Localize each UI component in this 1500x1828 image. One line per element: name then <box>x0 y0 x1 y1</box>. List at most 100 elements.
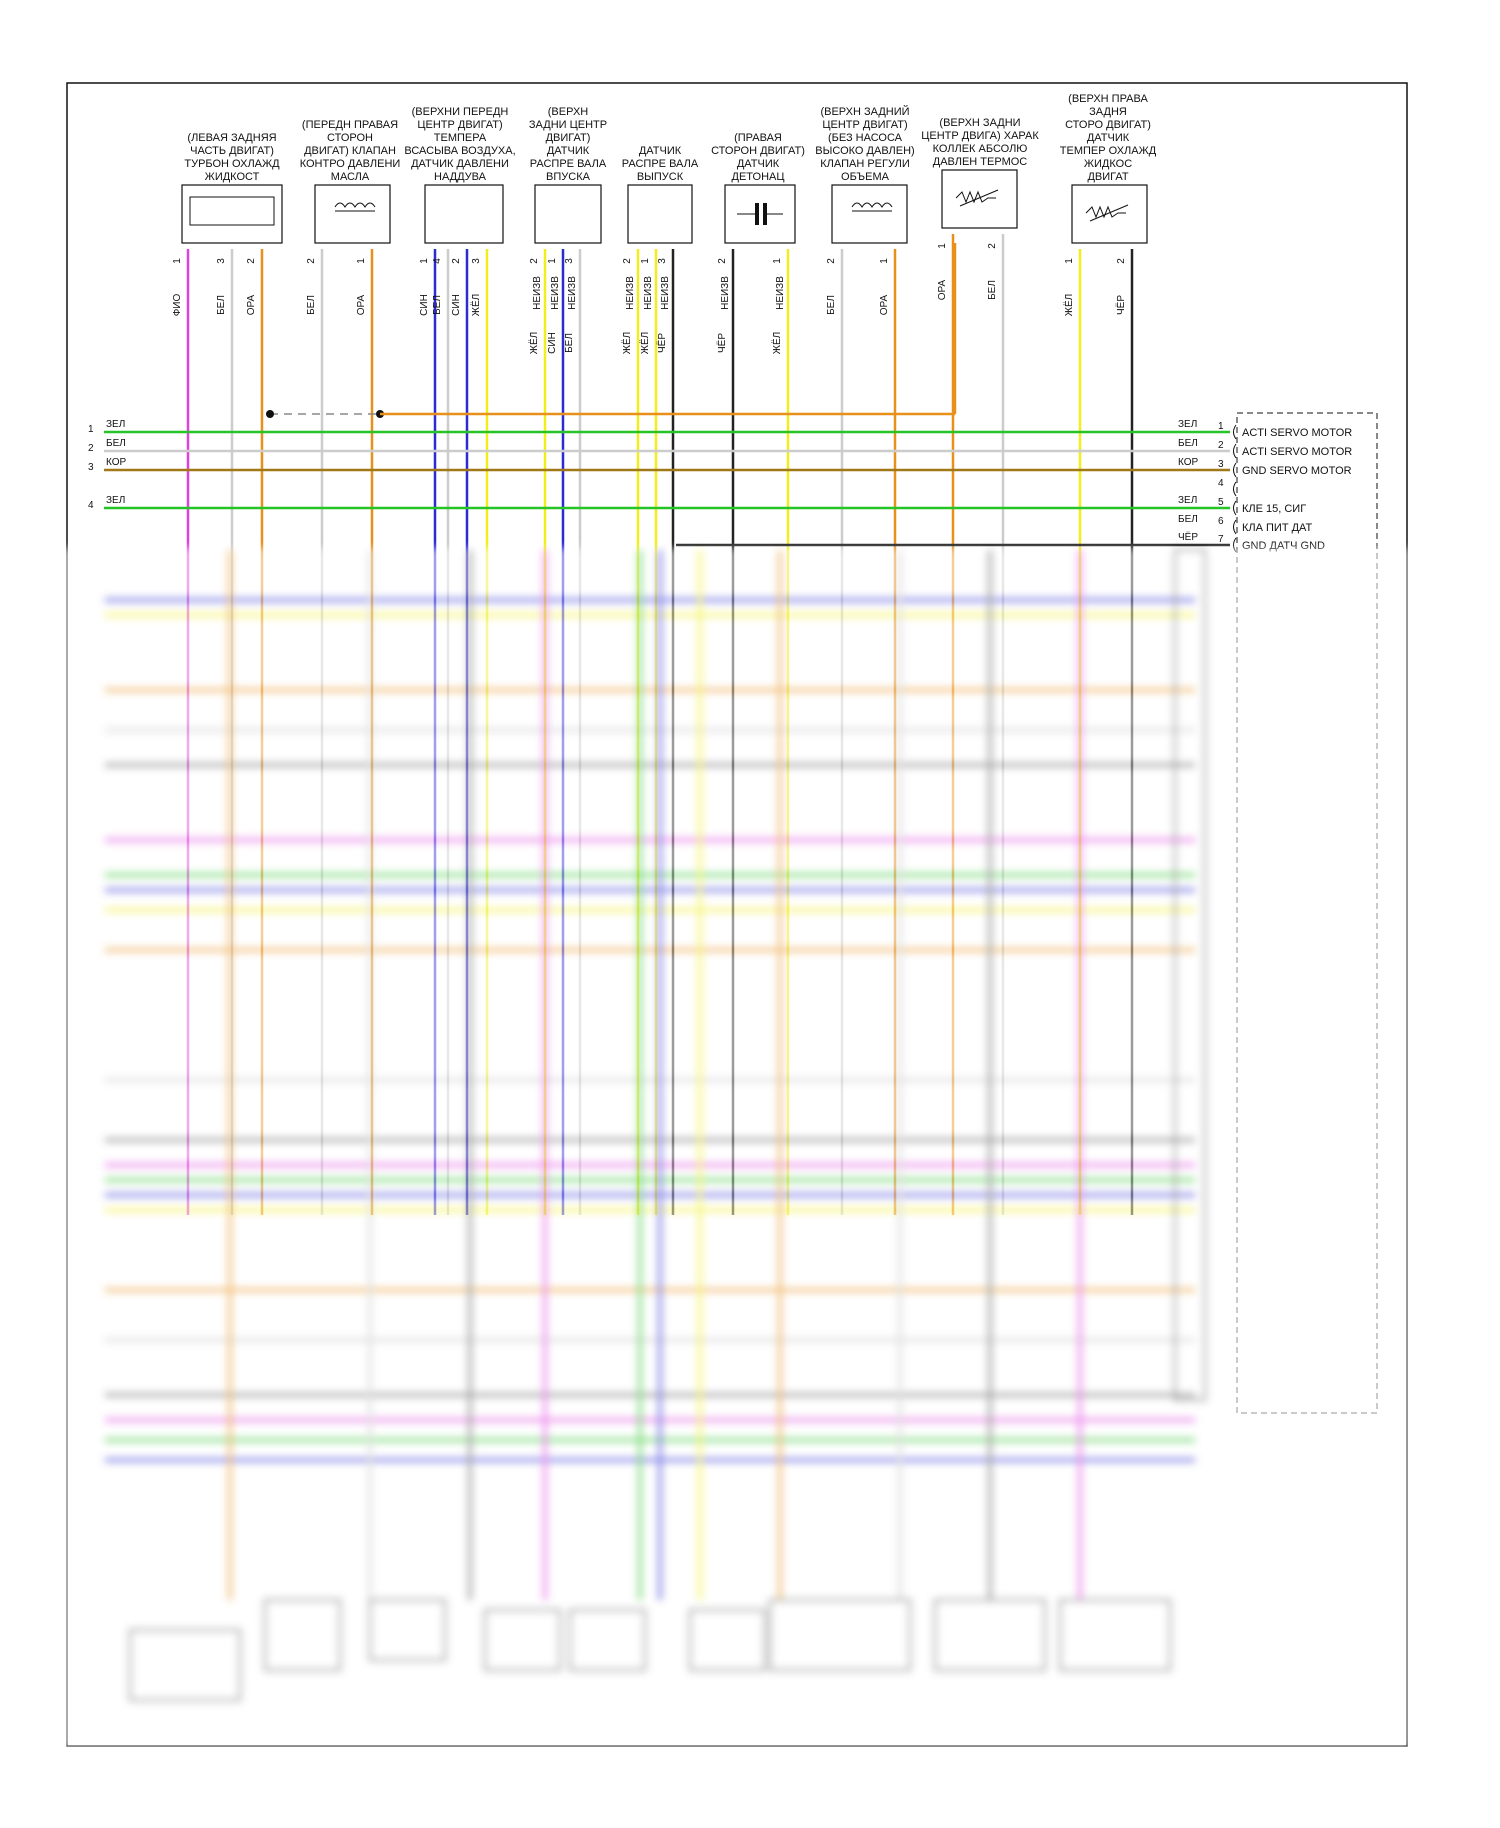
right-pin-function: ACTI SERVO MOTOR <box>1242 446 1352 458</box>
right-wire-label: БЕЛ <box>1178 514 1198 525</box>
component-label-line: ЖИДКОСТ <box>205 171 260 183</box>
left-wire-label: ЗЕЛ <box>106 419 125 430</box>
component-label-line: КОНТРО ДАВЛЕНИ <box>300 158 401 170</box>
bus-lines: 1 ЗЕЛ 2 БЕЛ 3 КОР 4 ЗЕЛ <box>88 243 1230 547</box>
pin-number: 2 <box>826 258 837 264</box>
pin-number: 2 <box>451 258 462 264</box>
component-box <box>314 184 391 244</box>
wire-color-label: ОРА <box>246 294 257 315</box>
pin-number: 2 <box>1116 258 1127 264</box>
pin-number: 1 <box>879 258 890 264</box>
wire-color-label: БЕЛ <box>564 333 575 353</box>
component-label-line: ДВИГАТ) <box>546 132 591 144</box>
pin-number: 3 <box>471 258 482 264</box>
shield-label: НЕИЗВ <box>720 276 731 310</box>
right-pin-number: 7 <box>1218 534 1224 545</box>
component-label-line: ДАТЧИК <box>639 145 682 157</box>
right-pin-number: 4 <box>1218 478 1224 489</box>
component-label-line: РАСПРЕ ВАЛА <box>622 158 699 170</box>
component-label-line: ЦЕНТР ДВИГАТ) <box>417 119 502 131</box>
component-label-line: (ВЕРХН ПРАВА <box>1068 93 1148 105</box>
component-label-line: ЗАДНЯ <box>1089 106 1127 118</box>
left-wire-label: БЕЛ <box>106 438 126 449</box>
left-wire-number: 4 <box>88 500 94 511</box>
wire-color-label: ЧЁР <box>1115 295 1127 315</box>
right-wire-label: ЧЁР <box>1178 531 1198 543</box>
pin-number: 2 <box>246 258 257 264</box>
component-label-line: КОЛЛЕК АБСОЛЮ <box>933 143 1028 155</box>
component-label-line: ВСАСЫВА ВОЗДУХА, <box>404 145 515 157</box>
component-label-line: ВЫСОКО ДАВЛЕН) <box>815 145 914 157</box>
component-box <box>831 184 908 244</box>
coil-symbol <box>334 202 376 208</box>
shield-label: НЕИЗВ <box>660 276 671 310</box>
wire-color-label: СИН <box>451 294 462 316</box>
left-wire-number: 2 <box>88 443 94 454</box>
component-label-line: ОБЪЕМА <box>841 171 890 183</box>
wire-color-label: БЕЛ <box>432 295 443 315</box>
wire-color-label: БЕЛ <box>987 280 998 300</box>
component-box <box>424 184 504 244</box>
component-label-line: (ВЕРХНИ ПЕРЕДН <box>412 106 509 118</box>
component-box <box>534 184 602 244</box>
component-label-line: (ПРАВАЯ <box>734 132 782 144</box>
wire-color-label: ЖЁЛ <box>470 294 482 316</box>
component-label-line: ДВИГАТ <box>1087 171 1128 183</box>
pin-number: 1 <box>640 258 651 264</box>
pin-number: 2 <box>306 258 317 264</box>
pin-number: 3 <box>564 258 575 264</box>
component-box <box>941 169 1018 229</box>
wire-color-label: ЖЁЛ <box>621 332 633 354</box>
thermistor-symbol <box>1085 205 1126 219</box>
right-pin-number: 3 <box>1218 459 1224 470</box>
component-boxes <box>181 169 1148 244</box>
wire-color-label: ЖЁЛ <box>771 332 783 354</box>
pin-number: 4 <box>432 258 443 264</box>
component-label-line: (БЕЗ НАСОСА <box>828 132 903 144</box>
left-wire-label: ЗЕЛ <box>106 495 125 506</box>
coil-symbol <box>851 202 893 208</box>
component-label-line: ЦЕНТР ДВИГАТ) <box>822 119 907 131</box>
shield-label: НЕИЗВ <box>775 276 786 310</box>
right-pin-number: 5 <box>1218 497 1224 508</box>
component-box <box>1071 184 1148 244</box>
component-label-line: ДАТЧИК ДАВЛЕНИ <box>411 158 509 170</box>
wire-color-label: БЕЛ <box>216 295 227 315</box>
component-label-line: ЧАСТЬ ДВИГАТ) <box>190 145 274 157</box>
component-label-line: (ВЕРХН ЗАДНИЙ <box>820 105 909 118</box>
component-label-line: ЗАДНИ ЦЕНТР <box>529 119 607 131</box>
component-box <box>724 184 796 244</box>
left-wire-number: 3 <box>88 462 94 473</box>
component-label-line: ДАВЛЕН ТЕРМОС <box>933 156 1028 168</box>
pin-number: 1 <box>1064 258 1075 264</box>
right-wire-label: БЕЛ <box>1178 438 1198 449</box>
wire-color-label: ОРА <box>879 294 890 315</box>
component-label-line: КЛАПАН РЕГУЛИ <box>820 158 909 170</box>
knock-sensor-symbol <box>755 203 759 225</box>
shield-label: НЕИЗВ <box>625 276 636 310</box>
component-box <box>181 184 283 244</box>
component-label-line: (ПЕРЕДН ПРАВАЯ <box>302 119 398 131</box>
component-label-line: ВПУСКА <box>546 171 591 183</box>
pin-number: 2 <box>717 258 728 264</box>
shield-label: НЕИЗВ <box>643 276 654 310</box>
component-label-line: РАСПРЕ ВАЛА <box>530 158 607 170</box>
component-label-line: (ВЕРХН <box>548 106 589 118</box>
pin-number: 2 <box>987 243 998 249</box>
shield-label: НЕИЗВ <box>550 276 561 310</box>
component-label-line: (ЛЕВАЯ ЗАДНЯЯ <box>187 132 276 144</box>
component-box <box>627 184 693 244</box>
pin-number: 3 <box>216 258 227 264</box>
left-wire-number: 1 <box>88 424 94 435</box>
wire-color-label: ЖЁЛ <box>1063 294 1075 316</box>
wire-color-label: СИН <box>547 332 558 354</box>
right-pin-function: КЛА ПИТ ДАТ <box>1242 522 1313 534</box>
wire-color-label: ФИО <box>172 293 183 316</box>
pin-number: 3 <box>657 258 668 264</box>
shield-label: НЕИЗВ <box>532 276 543 310</box>
pin-number: 2 <box>529 258 540 264</box>
pin-number: 1 <box>172 258 183 264</box>
thermistor-symbol <box>955 190 996 204</box>
right-pin-number: 6 <box>1218 516 1224 527</box>
pin-number: 2 <box>622 258 633 264</box>
